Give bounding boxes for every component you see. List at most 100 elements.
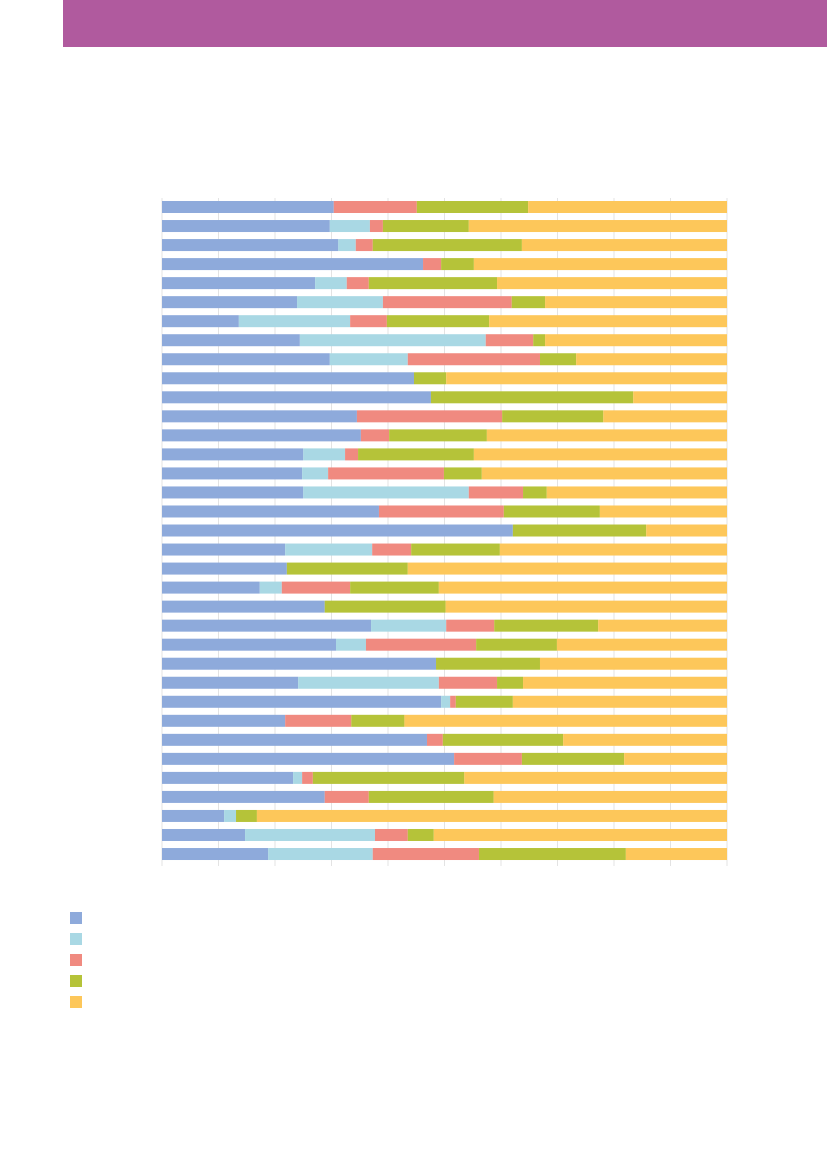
bar-segment [443,467,482,480]
bar-segment [329,220,370,233]
bar-segment [436,657,540,670]
bar-segment [603,410,727,423]
bar-segment [599,505,727,518]
bar-segment [494,619,599,632]
bar-segment [546,486,727,499]
bar-segment [302,467,329,480]
bar-segment [281,581,351,594]
bar-segment [224,809,237,822]
bar-segment [162,296,298,309]
bar-segment [350,315,387,328]
bar-segment [338,239,356,252]
bar-segment [450,695,456,708]
bar-segment [329,353,408,366]
bar-segment [386,315,490,328]
bar-segment [162,258,424,271]
bar-segment [378,505,504,518]
bar-segment [382,296,512,309]
bar-segment [382,220,469,233]
bar-segment [407,828,434,841]
bar-segment [476,638,557,651]
bar-segment [372,848,479,861]
bar-segment [473,448,727,461]
bar-segment [324,600,446,613]
bar-segment [162,790,325,803]
bar-segment [375,828,408,841]
bar-segment [356,410,503,423]
bar-segment [345,448,359,461]
bar-segment [598,619,727,632]
bar-segment [468,486,524,499]
bar-segment [445,600,727,613]
bar-segment [489,315,727,328]
legend-swatch [70,996,82,1008]
bar-segment [407,353,540,366]
bar-segment [371,619,447,632]
legend-swatch [70,912,82,924]
bar-segment [411,543,500,556]
bar-segment [286,562,408,575]
header-band [63,0,827,47]
bar-segment [503,505,600,518]
bar-segment [360,429,390,442]
bar-segment [162,695,442,708]
bar-segment [372,239,522,252]
bar-segment [162,600,325,613]
bar-segment [162,239,339,252]
bar-segment [346,277,369,290]
bar-segment [162,429,361,442]
bar-segment [454,752,522,765]
bar-segment [512,524,647,537]
bar-segment [162,562,287,575]
bar-segment [350,581,439,594]
bar-segment [299,334,486,347]
bar-segment [162,733,427,746]
bar-segment [441,695,451,708]
bar-segment [464,771,727,784]
bar-segment [162,676,299,689]
legend-swatch [70,975,82,987]
bar-segment [486,429,727,442]
bar-segment [162,201,334,213]
bar-segment [455,695,513,708]
bar-segment [478,848,626,861]
bar-segment [528,201,727,213]
bar-segment [407,562,727,575]
bar-segment [162,391,431,404]
bar-segment [521,239,727,252]
bar-segment [368,277,498,290]
bar-segment [372,543,412,556]
bar-segment [162,581,260,594]
bar-segment [438,581,727,594]
bar-segment [365,638,477,651]
bar-segment [473,258,727,271]
bar-segment [368,790,494,803]
chart [70,198,728,1008]
bar-segment [162,809,225,822]
bar-segment [162,714,286,727]
bar-segment [302,771,313,784]
bar-segment [624,752,727,765]
bar-segment [162,467,303,480]
bar-segment [404,714,727,727]
bar-segment [162,771,294,784]
bar-segment [468,220,727,233]
bar-segment [389,429,487,442]
bar-segment [493,790,727,803]
bar-segment [336,638,366,651]
bar-segment [303,448,346,461]
bar-segment [511,296,546,309]
bar-segment [162,486,304,499]
bar-segment [259,581,282,594]
bar-segment [312,771,465,784]
bar-segment [633,391,727,404]
bar-segment [521,752,625,765]
bar-segment [545,296,727,309]
bar-segment [430,391,634,404]
bar-segment [162,334,300,347]
bar-segment [446,619,495,632]
bar-segment [162,220,330,233]
bar-segment [413,372,447,385]
legend-swatch [70,933,82,945]
